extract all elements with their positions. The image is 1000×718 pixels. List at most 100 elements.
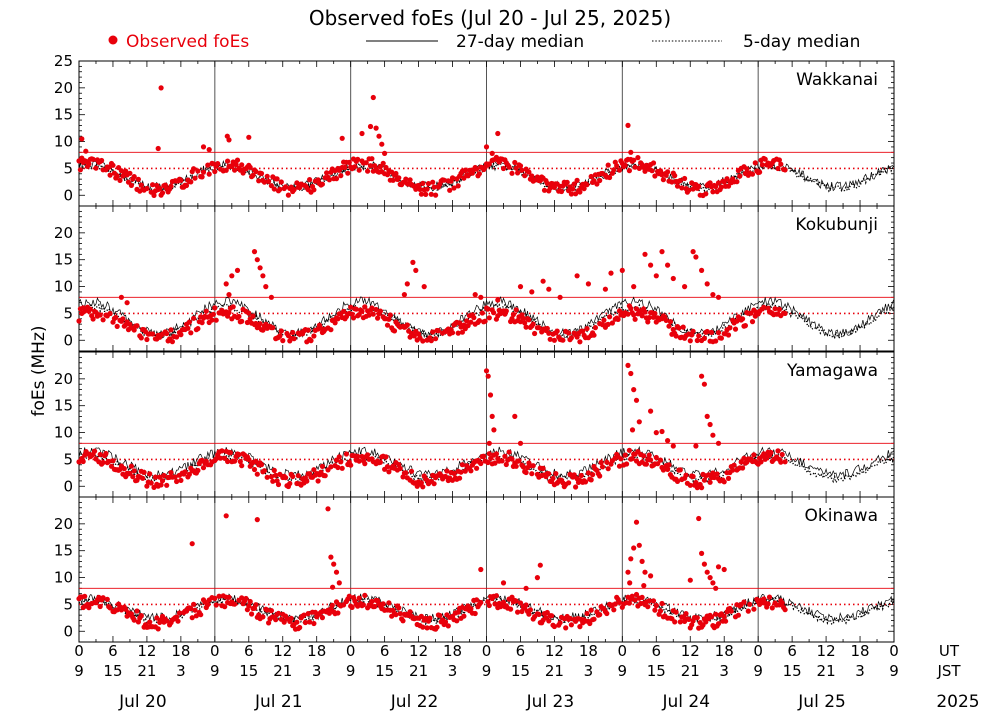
observed-point [468, 468, 474, 474]
observed-point [478, 460, 484, 467]
observed-point [523, 324, 529, 330]
y-tick-label: 10 [54, 133, 73, 151]
observed-point [274, 176, 280, 182]
observed-point [192, 607, 198, 613]
observed-point [420, 624, 426, 630]
observed-point [471, 315, 477, 321]
observed-point [734, 318, 740, 324]
jst-tick-label: 21 [137, 662, 156, 680]
observed-point [336, 454, 342, 460]
observed-point [243, 595, 249, 602]
observed-point [430, 179, 436, 185]
observed-point [686, 616, 692, 623]
observed-point [707, 180, 713, 186]
observed-point [609, 320, 616, 326]
observed-point [380, 601, 386, 607]
legend-27day-label: 27-day median [456, 32, 584, 52]
observed-point [355, 453, 361, 459]
observed-point [305, 611, 311, 617]
observed-point [761, 304, 767, 310]
observed-point [513, 307, 519, 313]
observed-point [631, 545, 637, 551]
ut-tick-label: 12 [817, 642, 836, 660]
ut-tick-label: 12 [681, 642, 700, 660]
observed-point [335, 610, 341, 616]
observed-point [567, 615, 573, 622]
observed-point [580, 328, 586, 334]
observed-point [189, 615, 195, 621]
panel-okinawa: 0 5 10 15 20 Okinawa [54, 496, 895, 643]
observed-point [226, 310, 232, 316]
ut-label: UT [939, 642, 960, 660]
observed-point [554, 328, 560, 334]
observed-point [491, 310, 497, 316]
y-tick-label: 20 [54, 224, 73, 242]
observed-point [520, 464, 526, 470]
ut-tick-label: 12 [545, 642, 564, 660]
observed-point [474, 166, 480, 172]
observed-point [665, 169, 671, 175]
observed-point [239, 595, 245, 601]
observed-point [247, 598, 253, 605]
ut-tick-labels: 0 6 12 18 0 6 12 18 0 6 12 18 0 6 12 18 0 6 12 18 0 6 12 18 0 [74, 642, 899, 660]
observed-point [431, 184, 437, 190]
observed-point [373, 125, 379, 131]
observed-point [454, 618, 460, 624]
observed-point [680, 324, 686, 330]
observed-point [701, 561, 708, 567]
observed-point [268, 608, 274, 614]
observed-point [427, 615, 433, 621]
observed-point [416, 182, 422, 189]
jst-tick-label: 3 [855, 662, 865, 680]
observed-point [627, 580, 633, 586]
observed-point [578, 472, 584, 479]
observed-point [584, 610, 590, 617]
observed-point [275, 610, 282, 616]
observed-point [428, 338, 434, 344]
observed-point [779, 600, 785, 606]
y-tick-label: 5 [63, 304, 73, 322]
observed-point [383, 454, 389, 460]
observed-point [268, 294, 274, 300]
observed-point [687, 577, 693, 583]
jst-tick-label: 9 [74, 662, 84, 680]
observed-point [673, 333, 679, 339]
observed-point [333, 569, 340, 575]
observed-point [624, 461, 630, 467]
observed-point [625, 362, 631, 368]
observed-point [209, 317, 215, 323]
observed-point [311, 333, 317, 339]
observed-point [86, 161, 92, 167]
observed-point [420, 180, 426, 186]
observed-point [244, 319, 250, 326]
station-name: Okinawa [805, 506, 878, 526]
observed-point [715, 330, 722, 336]
observed-point [458, 469, 464, 475]
y-tick-label: 10 [54, 569, 73, 587]
observed-point [447, 187, 453, 193]
observed-point [584, 182, 590, 188]
observed-point [270, 478, 276, 484]
observed-point [370, 311, 376, 317]
observed-point [362, 592, 368, 599]
observed-point [367, 123, 374, 130]
observed-points [76, 362, 788, 491]
observed-point [200, 169, 207, 175]
observed-point [213, 456, 219, 462]
observed-point [598, 459, 604, 466]
observed-point [540, 278, 546, 284]
observed-point [134, 323, 140, 329]
observed-point [619, 267, 625, 273]
ut-tick-label: 12 [137, 642, 156, 660]
observed-point [564, 179, 570, 185]
observed-point [660, 177, 667, 183]
observed-point [386, 316, 392, 322]
jst-label: JST [936, 662, 961, 680]
observed-point [425, 181, 432, 187]
observed-point [715, 294, 722, 300]
observed-point [342, 164, 348, 170]
observed-point [568, 622, 575, 628]
observed-point [537, 562, 543, 568]
observed-point [250, 172, 256, 178]
observed-point [157, 474, 163, 480]
